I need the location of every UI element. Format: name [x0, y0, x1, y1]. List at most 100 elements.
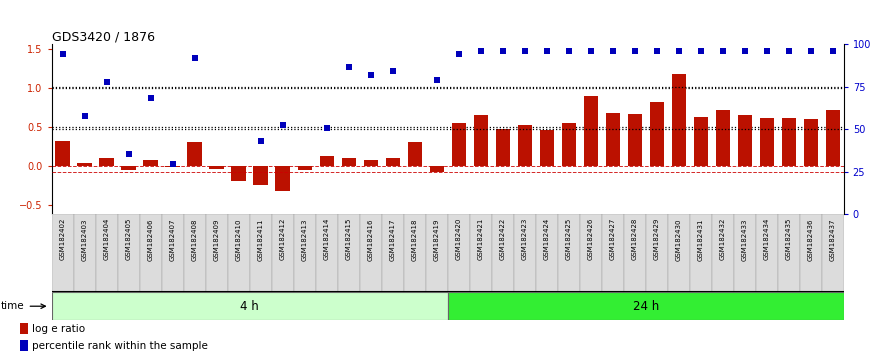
Text: GSM182411: GSM182411	[257, 218, 263, 261]
Bar	[231, 166, 246, 182]
FancyBboxPatch shape	[249, 214, 271, 292]
Point	[363, 72, 377, 78]
Point	[496, 48, 510, 54]
FancyBboxPatch shape	[579, 214, 602, 292]
Bar	[826, 110, 840, 166]
FancyBboxPatch shape	[712, 214, 733, 292]
Point	[672, 48, 686, 54]
Point	[759, 48, 773, 54]
Text: GSM182407: GSM182407	[170, 218, 175, 261]
Point	[826, 48, 840, 54]
Bar	[804, 119, 818, 166]
FancyBboxPatch shape	[733, 214, 756, 292]
Bar	[55, 141, 69, 166]
Point	[55, 52, 69, 57]
Bar	[517, 125, 532, 166]
FancyBboxPatch shape	[271, 214, 294, 292]
Text: GSM182413: GSM182413	[302, 218, 308, 261]
Bar	[627, 114, 642, 166]
Text: GSM182409: GSM182409	[214, 218, 220, 261]
Bar	[716, 110, 730, 166]
Text: GSM182434: GSM182434	[764, 218, 770, 261]
FancyBboxPatch shape	[382, 214, 404, 292]
Text: GSM182417: GSM182417	[390, 218, 396, 261]
FancyBboxPatch shape	[206, 214, 228, 292]
Text: GSM182416: GSM182416	[368, 218, 374, 261]
FancyBboxPatch shape	[690, 214, 712, 292]
FancyBboxPatch shape	[624, 214, 645, 292]
Text: GSM182427: GSM182427	[610, 218, 616, 261]
Point	[100, 79, 114, 85]
Bar	[738, 115, 752, 166]
FancyBboxPatch shape	[756, 214, 778, 292]
Text: GSM182430: GSM182430	[676, 218, 682, 261]
Bar	[605, 113, 619, 166]
Point	[385, 68, 400, 74]
FancyBboxPatch shape	[470, 214, 491, 292]
Bar	[650, 102, 664, 166]
Bar	[188, 142, 202, 166]
Point	[77, 113, 92, 119]
Point	[254, 138, 268, 144]
FancyBboxPatch shape	[74, 214, 95, 292]
Bar	[430, 166, 444, 172]
Point	[804, 48, 818, 54]
Point	[451, 52, 465, 57]
Point	[716, 48, 730, 54]
Point	[166, 161, 180, 167]
Bar	[584, 96, 598, 166]
Point	[584, 48, 598, 54]
Bar	[473, 115, 488, 166]
Text: GSM182415: GSM182415	[345, 218, 352, 261]
Text: GSM182432: GSM182432	[720, 218, 725, 261]
Bar	[297, 166, 311, 170]
FancyBboxPatch shape	[558, 214, 579, 292]
Bar	[363, 160, 378, 166]
Bar	[320, 156, 334, 166]
Text: 24 h: 24 h	[633, 300, 659, 313]
Text: GSM182420: GSM182420	[456, 218, 462, 261]
Text: GSM182435: GSM182435	[786, 218, 792, 261]
Text: GSM182424: GSM182424	[544, 218, 550, 260]
Text: GSM182414: GSM182414	[324, 218, 329, 261]
FancyBboxPatch shape	[821, 214, 844, 292]
Bar	[562, 123, 576, 166]
Text: GSM182426: GSM182426	[587, 218, 594, 261]
Bar	[496, 129, 510, 166]
Text: time: time	[1, 301, 45, 311]
Bar	[276, 166, 290, 191]
Point	[627, 48, 642, 54]
FancyBboxPatch shape	[52, 292, 448, 320]
FancyBboxPatch shape	[645, 214, 668, 292]
Text: GSM182402: GSM182402	[60, 218, 66, 261]
Bar	[672, 74, 686, 166]
Text: log e ratio: log e ratio	[32, 324, 85, 334]
Bar	[539, 130, 554, 166]
FancyBboxPatch shape	[140, 214, 162, 292]
FancyBboxPatch shape	[95, 214, 117, 292]
Point	[518, 48, 532, 54]
Text: GDS3420 / 1876: GDS3420 / 1876	[52, 30, 155, 43]
FancyBboxPatch shape	[602, 214, 624, 292]
Text: GSM182433: GSM182433	[741, 218, 748, 261]
FancyBboxPatch shape	[294, 214, 316, 292]
FancyBboxPatch shape	[404, 214, 425, 292]
Text: GSM182425: GSM182425	[566, 218, 571, 260]
Bar	[121, 166, 136, 170]
Bar	[342, 158, 356, 166]
Bar	[759, 118, 774, 166]
Text: GSM182421: GSM182421	[478, 218, 483, 261]
Point	[188, 56, 202, 61]
FancyBboxPatch shape	[425, 214, 448, 292]
Point	[143, 95, 158, 101]
Point	[473, 48, 488, 54]
Bar	[166, 166, 180, 167]
FancyBboxPatch shape	[536, 214, 558, 292]
Point	[781, 48, 796, 54]
Text: GSM182429: GSM182429	[653, 218, 659, 261]
Text: GSM182437: GSM182437	[829, 218, 836, 261]
FancyBboxPatch shape	[360, 214, 382, 292]
FancyBboxPatch shape	[448, 214, 470, 292]
Point	[539, 48, 554, 54]
Text: GSM182403: GSM182403	[82, 218, 87, 261]
